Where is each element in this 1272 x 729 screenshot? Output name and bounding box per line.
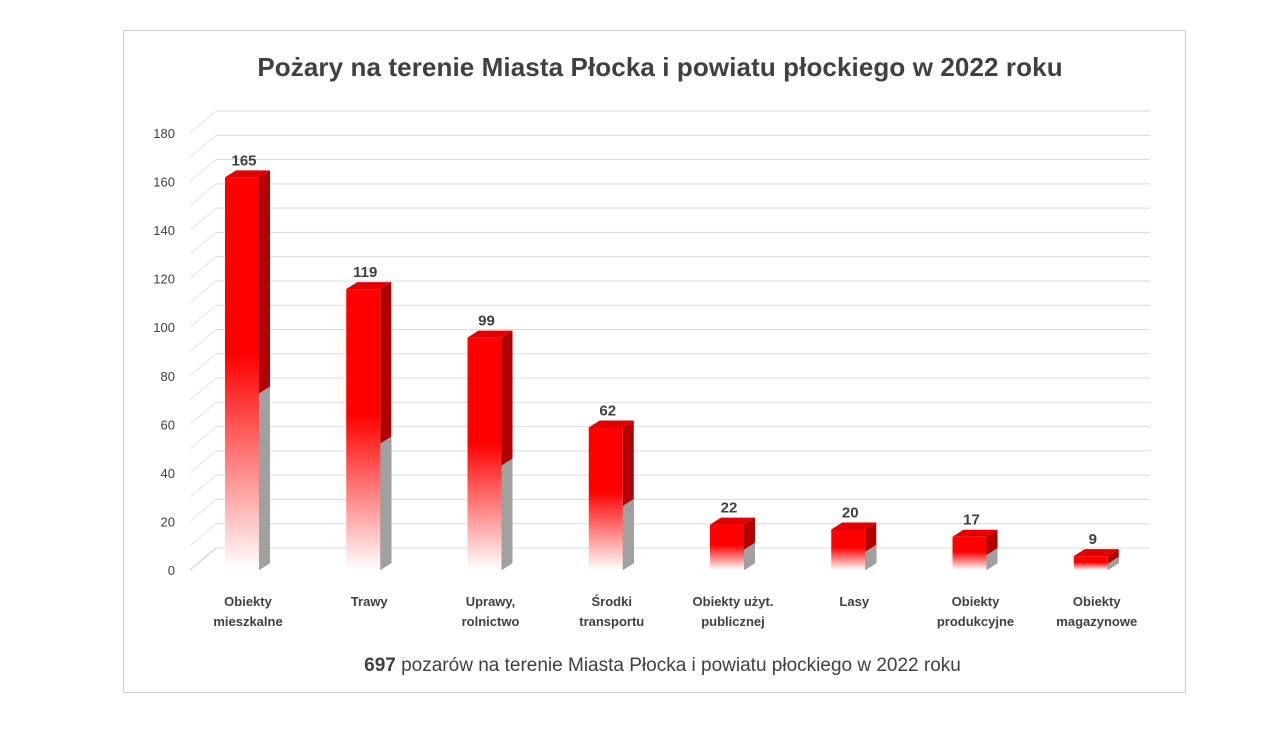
bar [710, 517, 755, 570]
x-tick-label: Obiekty użyt. publicznej [693, 594, 774, 629]
gridline [189, 450, 1150, 474]
data-label: 119 [353, 264, 377, 281]
gridline [189, 134, 1150, 158]
gridline [189, 159, 1150, 182]
bar [831, 522, 877, 570]
bar [346, 282, 392, 570]
gridline [189, 547, 1150, 571]
footer-text: pozarów na terenie Miasta Płocka i powia… [395, 655, 961, 676]
bar [225, 170, 270, 570]
x-tick-label: Obiekty mieszkalne [213, 594, 282, 629]
data-label: 20 [842, 504, 859, 521]
data-label: 62 [599, 402, 616, 419]
y-tick-label: 140 [153, 223, 175, 238]
bar [588, 420, 634, 570]
x-tick-label: Uprawy, rolnictwo [462, 594, 520, 629]
footer-note: 697 pozarów na terenie Miasta Płocka i p… [0, 655, 1272, 677]
y-tick-label: 160 [153, 175, 175, 190]
gridline [189, 207, 1150, 231]
y-tick-label: 60 [161, 417, 175, 432]
footer-total: 697 [364, 655, 396, 676]
data-labels: 165 119 99 62 22 20 17 9 [231, 152, 1096, 548]
data-label: 22 [721, 500, 738, 517]
data-label: 99 [478, 313, 495, 330]
gridline [189, 353, 1150, 377]
y-tick-label: 120 [153, 272, 175, 287]
gridlines [189, 110, 1150, 571]
gridline [189, 183, 1150, 207]
x-axis-ticks: Obiekty mieszkalne Trawy Uprawy, rolnictwo Śr… [213, 594, 1137, 629]
gridline [189, 329, 1150, 352]
gridline [189, 401, 1150, 425]
y-axis-ticks: 0 20 40 60 80 100 120 140 160 180 [153, 126, 175, 578]
gridline [189, 231, 1150, 255]
bars [225, 170, 1119, 570]
x-tick-label: Obiekty magazynowe [1056, 594, 1137, 629]
chart-frame [123, 30, 1186, 693]
y-tick-label: 100 [153, 320, 175, 335]
bar [467, 330, 513, 570]
bar [952, 529, 998, 570]
y-tick-label: 80 [161, 369, 175, 384]
data-label: 165 [231, 152, 256, 169]
data-label: 17 [963, 512, 980, 529]
y-tick-label: 20 [161, 514, 175, 529]
x-tick-label: Obiekty produkcyjne [937, 594, 1014, 629]
chart-title: Pożary na terenie Miasta Płocka i powiat… [257, 52, 1063, 82]
x-tick-label: Lasy [839, 594, 869, 609]
gridline [189, 256, 1150, 280]
x-tick-label: Trawy [351, 594, 389, 609]
gridline [189, 523, 1150, 547]
floor-edge [189, 547, 217, 571]
data-label: 9 [1089, 531, 1097, 548]
y-tick-label: 180 [153, 126, 175, 141]
gridline [189, 426, 1150, 449]
x-tick-label: Środki transportu [579, 594, 644, 629]
gridline [189, 377, 1150, 401]
gridline [189, 280, 1150, 304]
gridline [189, 110, 1150, 134]
gridline [189, 304, 1150, 328]
y-tick-label: 40 [161, 466, 175, 481]
y-tick-label: 0 [168, 563, 175, 578]
gridline [189, 498, 1150, 522]
bar [1073, 549, 1119, 570]
gridline [189, 474, 1150, 498]
